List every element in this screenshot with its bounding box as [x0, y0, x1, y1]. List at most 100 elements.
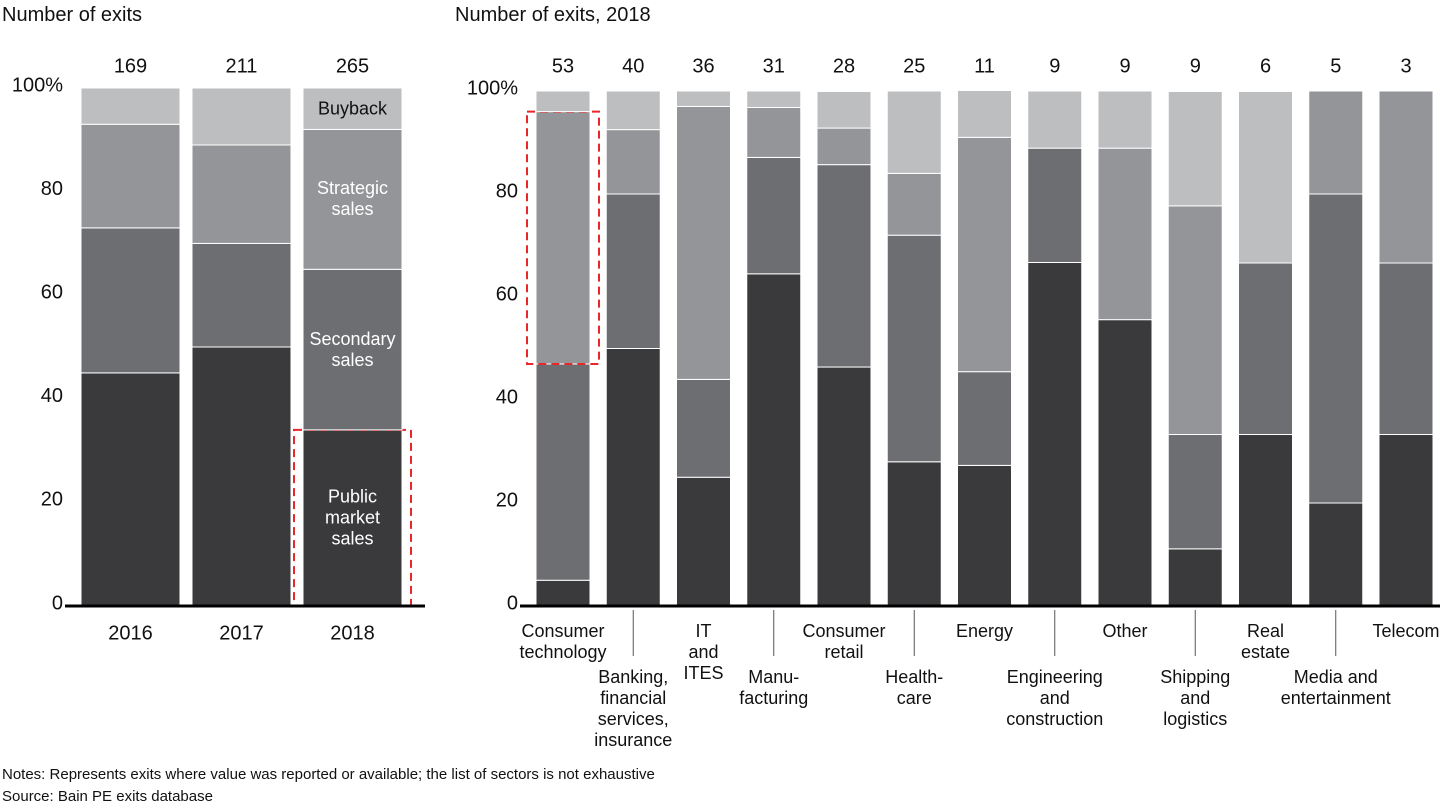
total-label: 5 — [1330, 55, 1341, 77]
bar-segment — [1238, 91, 1293, 264]
x-tick-label: 2016 — [108, 622, 153, 644]
bar-segment — [746, 90, 802, 108]
bar-segment — [535, 111, 591, 365]
bar-segment — [957, 136, 1012, 373]
y-tick-label: 100% — [12, 74, 63, 96]
bar-segment — [1027, 261, 1083, 607]
bar-segment — [746, 106, 802, 158]
bar-segment — [676, 476, 731, 607]
bar-segment — [816, 91, 872, 129]
chart-title: Number of exits, 2018 — [455, 4, 651, 26]
bar-segment — [1097, 90, 1153, 149]
bar-segment — [302, 429, 403, 607]
bar-segment — [535, 579, 591, 607]
bar-segment — [80, 372, 181, 607]
bar-segment — [816, 164, 872, 368]
y-tick-label: 80 — [496, 180, 518, 202]
bar-segment — [1378, 262, 1434, 436]
total-label: 28 — [833, 55, 855, 77]
total-label: 40 — [622, 55, 644, 77]
bar-segment — [957, 89, 1012, 138]
segment-label: Secondary sales — [309, 328, 396, 370]
total-label: 9 — [1190, 55, 1201, 77]
bar-segment — [746, 156, 802, 275]
bar-segment — [605, 90, 661, 131]
bar-segment — [1027, 90, 1083, 149]
x-tick-label: 2018 — [330, 622, 375, 644]
y-tick-label: 60 — [41, 281, 63, 303]
bar-segment — [191, 242, 292, 348]
bar-segment — [535, 363, 591, 581]
bar-segment — [1167, 548, 1223, 607]
bar-segment — [1378, 90, 1434, 264]
bar-segment — [816, 127, 872, 166]
y-tick-label: 0 — [52, 592, 63, 614]
bar-segment — [886, 172, 942, 236]
x-tick-label: Media and entertainment — [1280, 667, 1391, 708]
bar-segment — [191, 346, 292, 607]
chart-title: Number of exits — [2, 4, 143, 26]
x-tick-label: Shipping and logistics — [1160, 667, 1231, 729]
total-label: 169 — [114, 55, 147, 77]
x-tick-label: Other — [1102, 621, 1148, 641]
total-label: 3 — [1400, 55, 1411, 77]
bar-segment — [746, 273, 802, 607]
bar-segment — [1167, 91, 1223, 207]
y-tick-label: 20 — [41, 489, 63, 511]
y-tick-label: 60 — [496, 283, 518, 305]
bar-segment — [957, 464, 1012, 607]
x-tick-label: Banking, financial services, insurance — [594, 667, 673, 750]
x-tick-label: Real estate — [1240, 621, 1291, 662]
x-tick-label: Consumer technology — [519, 621, 607, 662]
y-tick-label: 40 — [41, 385, 63, 407]
bar-segment — [816, 366, 872, 607]
x-tick-label: Engineering and construction — [1006, 667, 1104, 729]
bar-segment — [676, 90, 731, 107]
bar-segment — [676, 378, 731, 478]
x-tick-label: Consumer retail — [802, 621, 886, 662]
total-label: 53 — [552, 55, 574, 77]
bar-segment — [1027, 147, 1083, 263]
x-tick-label: Manu-facturing — [739, 667, 809, 708]
total-label: 36 — [692, 55, 714, 77]
y-tick-label: 0 — [507, 592, 518, 614]
y-tick-label: 20 — [496, 489, 518, 511]
total-label: 265 — [336, 55, 369, 77]
bar-segment — [605, 193, 661, 349]
x-tick-label: IT and ITES — [683, 621, 724, 683]
total-label: 6 — [1260, 55, 1271, 77]
bar-segment — [80, 123, 181, 229]
bar-segment — [1238, 434, 1293, 607]
bar-segment — [80, 87, 181, 125]
x-tick-label: Energy — [955, 621, 1014, 641]
total-label: 31 — [763, 55, 785, 77]
bar-segment — [1308, 90, 1364, 195]
bar-segment — [1308, 502, 1364, 607]
bar-segment — [886, 461, 942, 607]
x-tick-label: 2017 — [219, 622, 264, 644]
bar-segment — [191, 87, 292, 146]
bar-segment — [1097, 147, 1153, 321]
bar-segment — [1308, 193, 1364, 504]
total-label: 9 — [1119, 55, 1130, 77]
y-tick-label: 100% — [467, 77, 518, 99]
segment-label: Public market sales — [324, 486, 381, 549]
bar-segment — [886, 90, 942, 174]
bar-segment — [605, 129, 661, 195]
bar-segment — [886, 234, 942, 463]
bar-segment — [1167, 205, 1223, 436]
segment-label: Buyback — [317, 98, 388, 119]
bar-segment — [302, 87, 403, 130]
total-label: 9 — [1049, 55, 1060, 77]
bar-segment — [302, 128, 403, 270]
bar-segment — [80, 227, 181, 374]
bar-segment — [605, 348, 661, 607]
total-label: 11 — [974, 55, 995, 77]
bar-segment — [1097, 319, 1153, 607]
total-label: 25 — [903, 55, 925, 77]
y-tick-label: 80 — [41, 178, 63, 200]
segment-label: Strategic sales — [316, 178, 389, 220]
bar-segment — [1238, 262, 1293, 436]
total-label: 211 — [226, 55, 258, 77]
